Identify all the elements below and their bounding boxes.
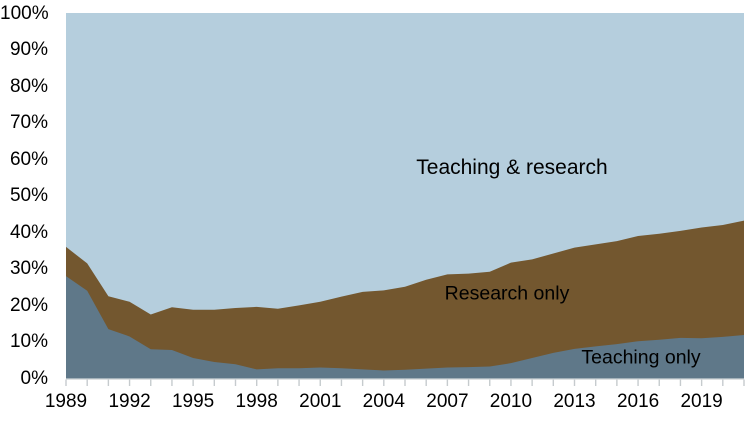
y-tick-label-80pct: 80%: [9, 75, 48, 97]
series-label-teaching-and-research: Teaching & research: [416, 156, 608, 179]
x-tick-label-2019: 2019: [680, 391, 723, 412]
y-tick-label-90pct: 90%: [9, 39, 48, 61]
y-tick-label-0pct: 0%: [20, 368, 48, 389]
series-label-research-only: Research only: [444, 282, 570, 305]
x-tick-label-1995: 1995: [171, 391, 215, 412]
x-tick-label-2007: 2007: [426, 391, 469, 412]
x-tick-label-2010: 2010: [489, 391, 533, 412]
x-tick-label-1998: 1998: [235, 391, 278, 412]
y-tick-label-50pct: 50%: [9, 185, 48, 207]
x-tick-label-1992: 1992: [108, 391, 151, 412]
y-tick-label-100pct: 100%: [0, 2, 49, 24]
y-tick-label-60pct: 60%: [9, 148, 48, 170]
y-tick-label-20pct: 20%: [9, 294, 48, 316]
x-tick-label-2013: 2013: [553, 391, 596, 412]
area-research-only: [66, 220, 744, 379]
series-label-teaching-only: Teaching only: [581, 346, 701, 369]
area-teaching-only: [66, 276, 744, 379]
y-tick-label-70pct: 70%: [9, 112, 48, 134]
x-tick-label-2001: 2001: [299, 391, 342, 412]
x-tick-label-2016: 2016: [616, 391, 660, 412]
y-tick-label-40pct: 40%: [9, 221, 48, 243]
y-tick-label-30pct: 30%: [9, 258, 48, 280]
x-tick-label-2004: 2004: [362, 391, 405, 412]
y-tick-label-10pct: 10%: [9, 331, 48, 353]
x-tick-label-1989: 1989: [44, 391, 88, 412]
